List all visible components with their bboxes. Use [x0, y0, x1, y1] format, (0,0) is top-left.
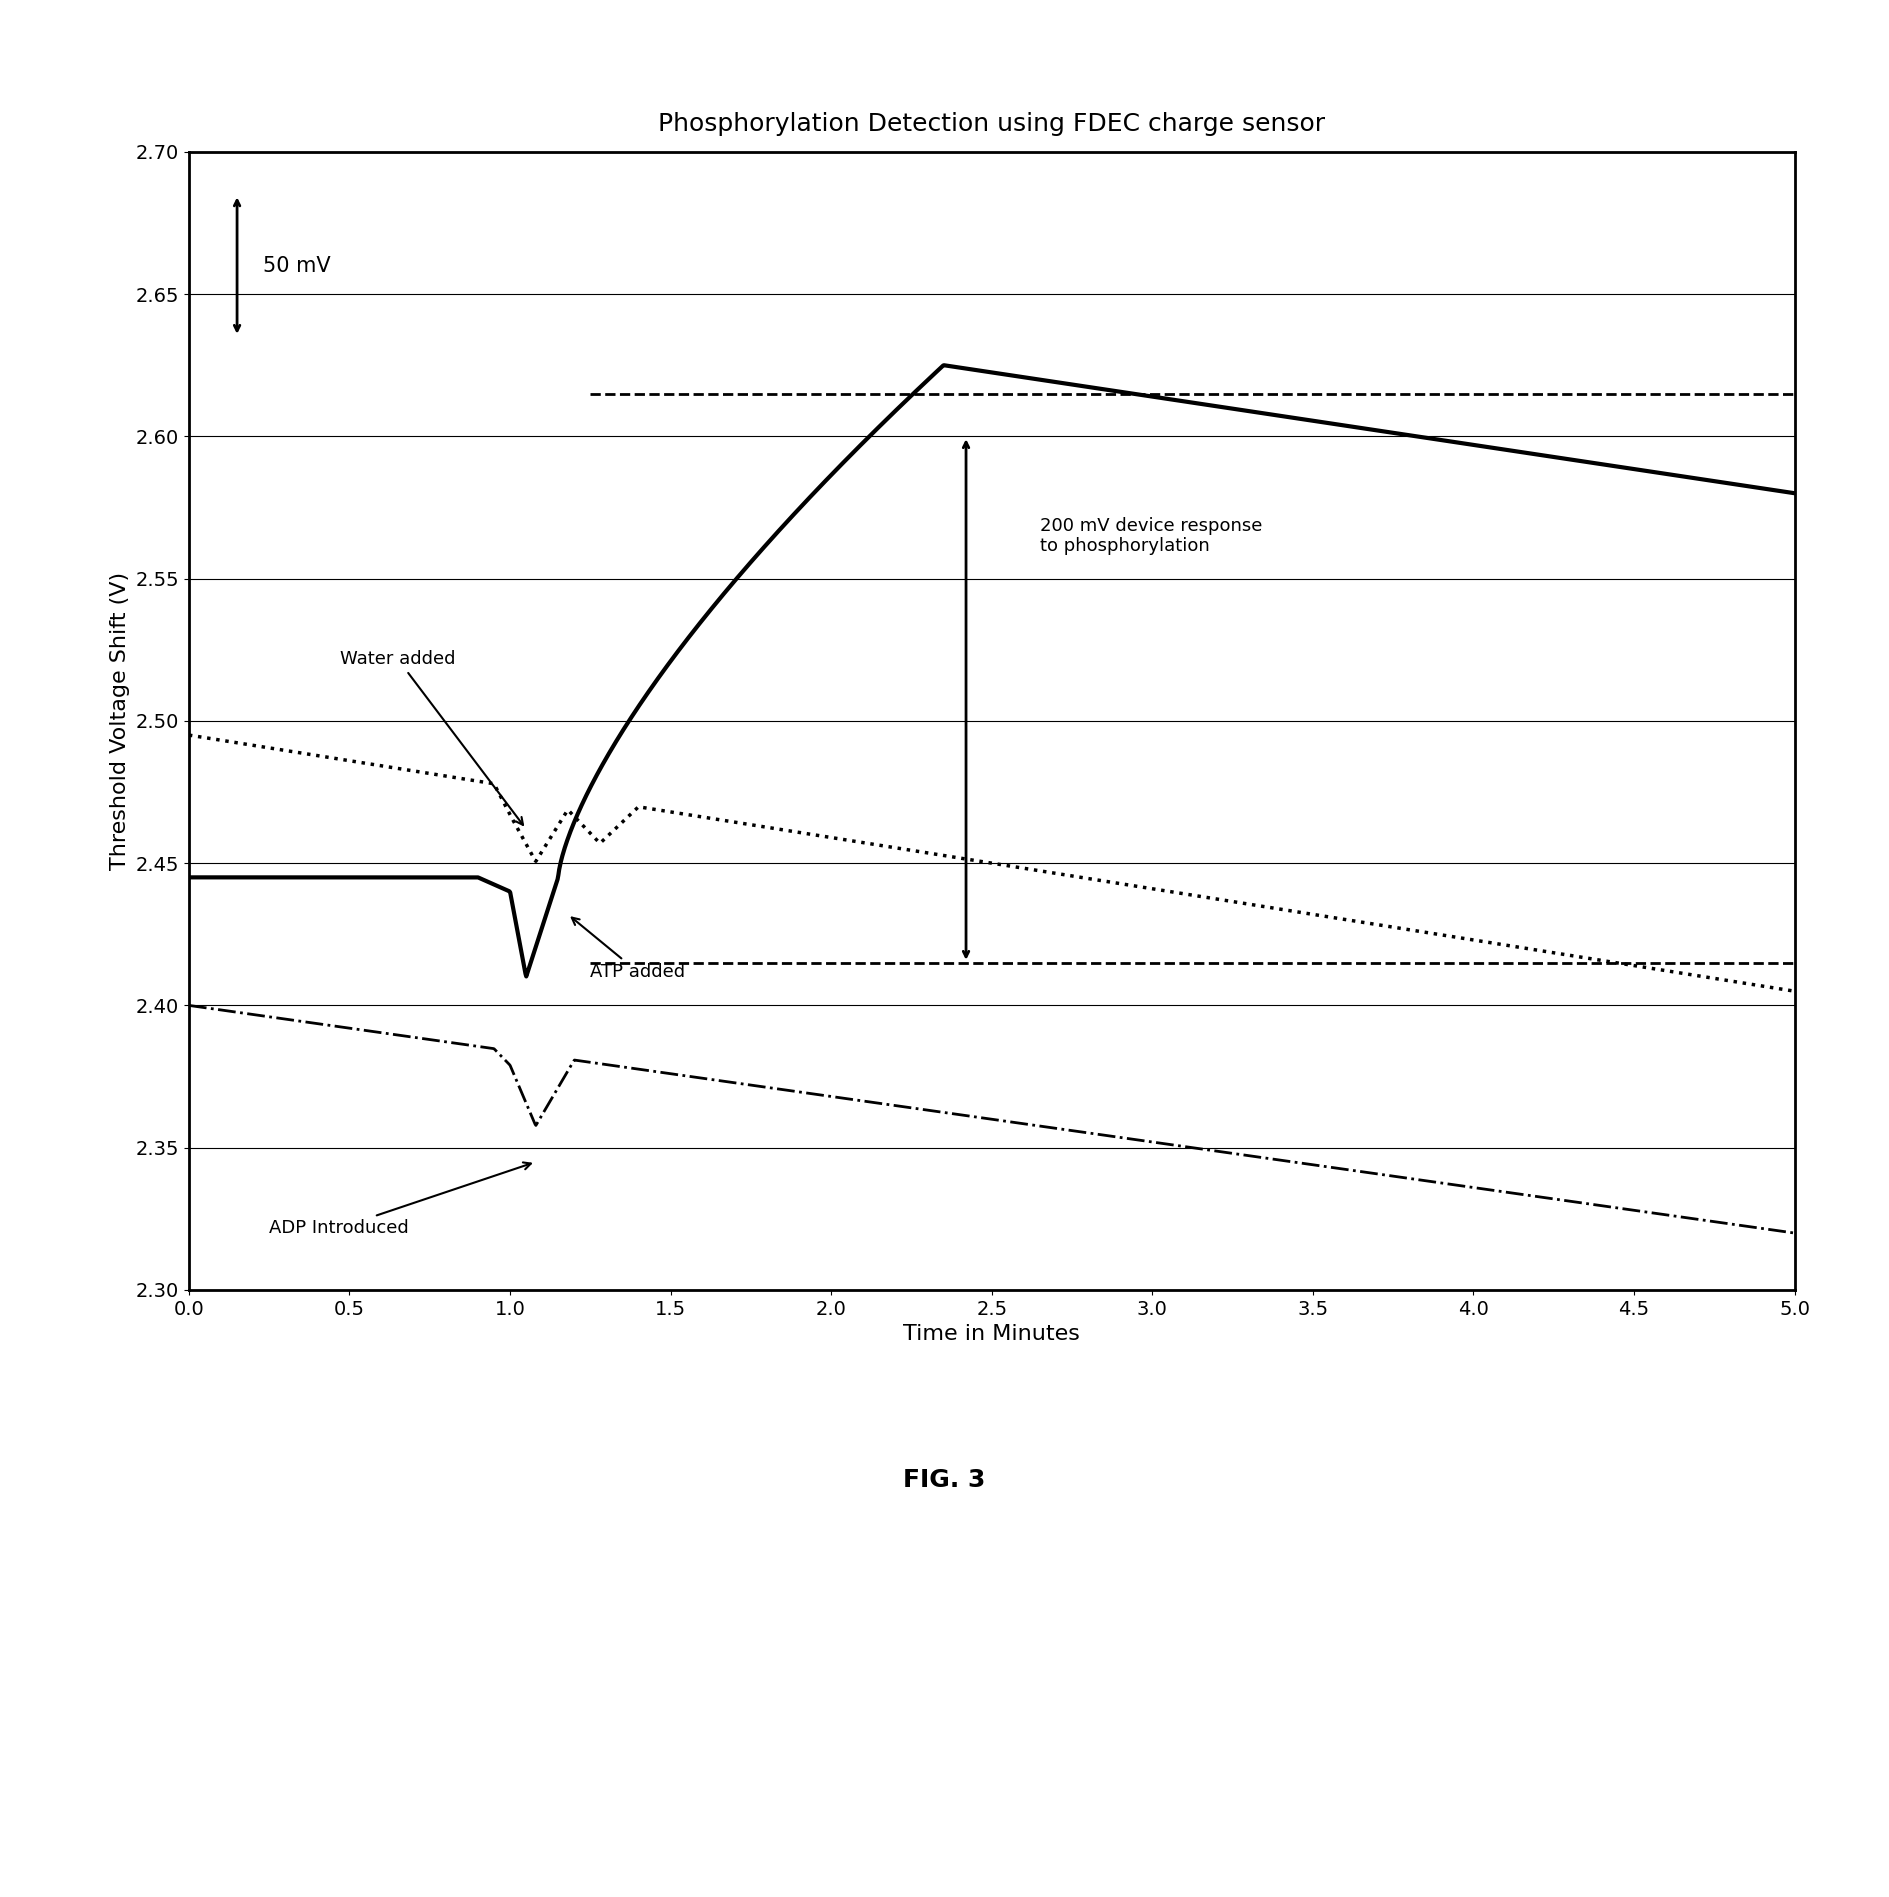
Y-axis label: Threshold Voltage Shift (V): Threshold Voltage Shift (V): [110, 571, 130, 871]
Text: Water added: Water added: [340, 651, 523, 825]
Text: 50 mV: 50 mV: [263, 256, 331, 275]
Text: FIG. 3: FIG. 3: [903, 1468, 986, 1491]
Text: 200 mV device response
to phosphorylation: 200 mV device response to phosphorylatio…: [1039, 516, 1262, 556]
X-axis label: Time in Minutes: Time in Minutes: [903, 1324, 1081, 1345]
Title: Phosphorylation Detection using FDEC charge sensor: Phosphorylation Detection using FDEC cha…: [657, 112, 1326, 137]
Text: ATP added: ATP added: [572, 918, 686, 981]
Text: ADP Introduced: ADP Introduced: [270, 1163, 531, 1237]
